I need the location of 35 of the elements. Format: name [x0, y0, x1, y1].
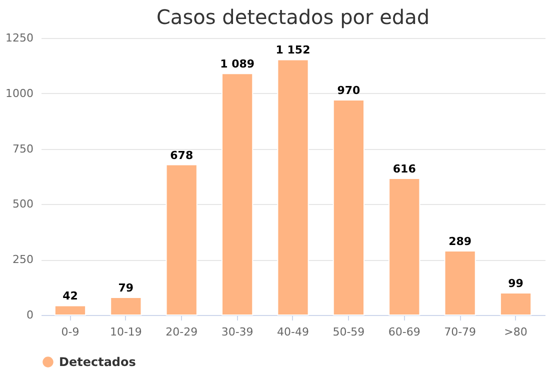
x-tick-label: >80	[504, 326, 528, 338]
chart-title: Casos detectados por edad	[156, 5, 430, 29]
data-label: 79	[118, 281, 134, 294]
legend-label: Detectados	[59, 355, 136, 369]
x-tick-label: 10-19	[110, 326, 142, 338]
bar	[166, 164, 198, 316]
data-label: 970	[337, 84, 361, 98]
x-tick-label: 50-59	[332, 326, 365, 338]
bar	[332, 100, 365, 316]
y-tick-label: 250	[12, 253, 34, 266]
x-tick-label: 40-49	[277, 326, 309, 338]
data-label: 42	[62, 290, 78, 303]
data-label: 616	[392, 162, 416, 176]
data-label: 289	[448, 234, 472, 248]
x-tick-label: 60-69	[388, 326, 420, 338]
bar	[277, 59, 309, 316]
y-tick-label: 750	[12, 142, 34, 156]
bar	[500, 292, 532, 316]
y-tick-label: 1250	[6, 32, 34, 44]
x-tick-label: 0-9	[61, 326, 80, 338]
x-tick-label: 20-29	[166, 326, 198, 338]
bar	[444, 250, 476, 316]
x-tick-label: 70-79	[444, 326, 476, 338]
data-label: 1 089	[220, 58, 255, 71]
x-tick-label: 30-39	[221, 326, 254, 338]
y-tick-label: 500	[12, 198, 34, 211]
data-label: 678	[170, 148, 194, 162]
data-label: 1 152	[276, 44, 310, 57]
bar	[110, 296, 142, 316]
bar	[388, 178, 420, 316]
y-tick-label: 0	[26, 308, 34, 322]
data-label: 99	[508, 277, 524, 290]
bar	[54, 305, 86, 316]
bar	[221, 73, 254, 316]
y-tick-label: 1000	[6, 86, 34, 100]
